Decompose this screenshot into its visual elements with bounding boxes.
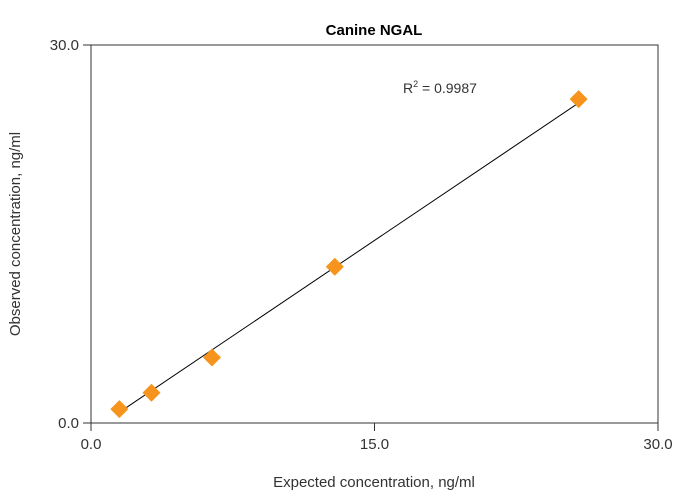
r-squared-label: R — [403, 80, 413, 96]
data-point — [202, 348, 221, 367]
trendline — [119, 102, 579, 413]
x-tick-label: 15.0 — [360, 436, 389, 453]
r-squared-annotation: R2 = 0.9987 — [403, 79, 477, 96]
r-squared-value: = 0.9987 — [418, 80, 477, 96]
r-squared-superscript: 2 — [413, 79, 418, 89]
data-points — [110, 90, 588, 419]
axis-ticks: 0.0 15.0 30.0 0.0 30.0 — [50, 37, 673, 453]
y-tick-label: 0.0 — [58, 415, 79, 432]
data-point — [142, 383, 161, 402]
y-tick-label: 30.0 — [50, 37, 79, 54]
trendline-layer — [119, 102, 579, 413]
data-point — [569, 90, 588, 109]
x-tick-label: 0.0 — [81, 436, 102, 453]
data-point — [325, 257, 344, 276]
x-tick-label: 30.0 — [643, 436, 672, 453]
data-point — [110, 400, 129, 419]
chart-title: Canine NGAL — [326, 22, 423, 39]
y-axis-label: Observed concentration, ng/ml — [7, 132, 24, 336]
x-axis-label: Expected concentration, ng/ml — [273, 474, 475, 491]
